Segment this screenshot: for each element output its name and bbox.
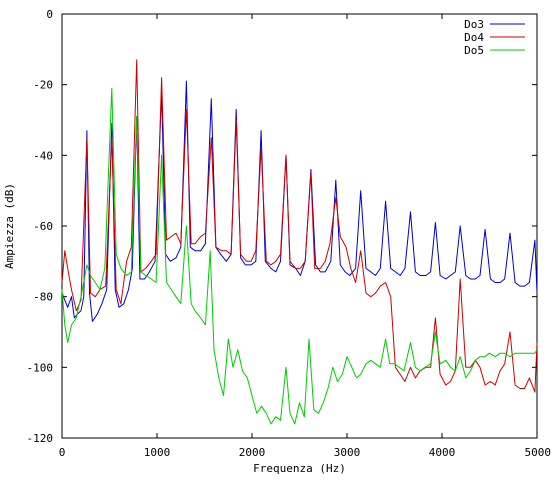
series-line-do5 [61,87,538,425]
legend-label: Do3 [464,18,484,31]
y-tick-label: -100 [27,361,54,374]
x-axis-label: Frequenza (Hz) [253,462,346,475]
x-tick-label: 0 [59,446,66,459]
x-tick-label: 5000 [525,446,552,459]
y-tick-label: -60 [33,220,53,233]
series-layer [61,59,538,425]
y-axis: 0 -20 -40 -60 -80 -100 -120 [27,8,537,445]
y-tick-label: -80 [33,291,53,304]
series-line-do4 [61,59,538,393]
y-tick-label: 0 [46,8,53,21]
y-tick-label: -40 [33,149,53,162]
x-tick-label: 3000 [334,446,361,459]
series-line-do3 [61,80,538,322]
legend-label: Do5 [464,44,484,57]
x-axis: 0 1000 2000 3000 4000 5000 [59,14,551,459]
legend-label: Do4 [464,31,484,44]
x-tick-label: 1000 [144,446,171,459]
y-axis-label: Ampiezza (dB) [3,183,16,269]
x-tick-label: 4000 [429,446,456,459]
y-tick-label: -120 [27,432,54,445]
x-tick-label: 2000 [239,446,266,459]
y-tick-label: -20 [33,79,53,92]
